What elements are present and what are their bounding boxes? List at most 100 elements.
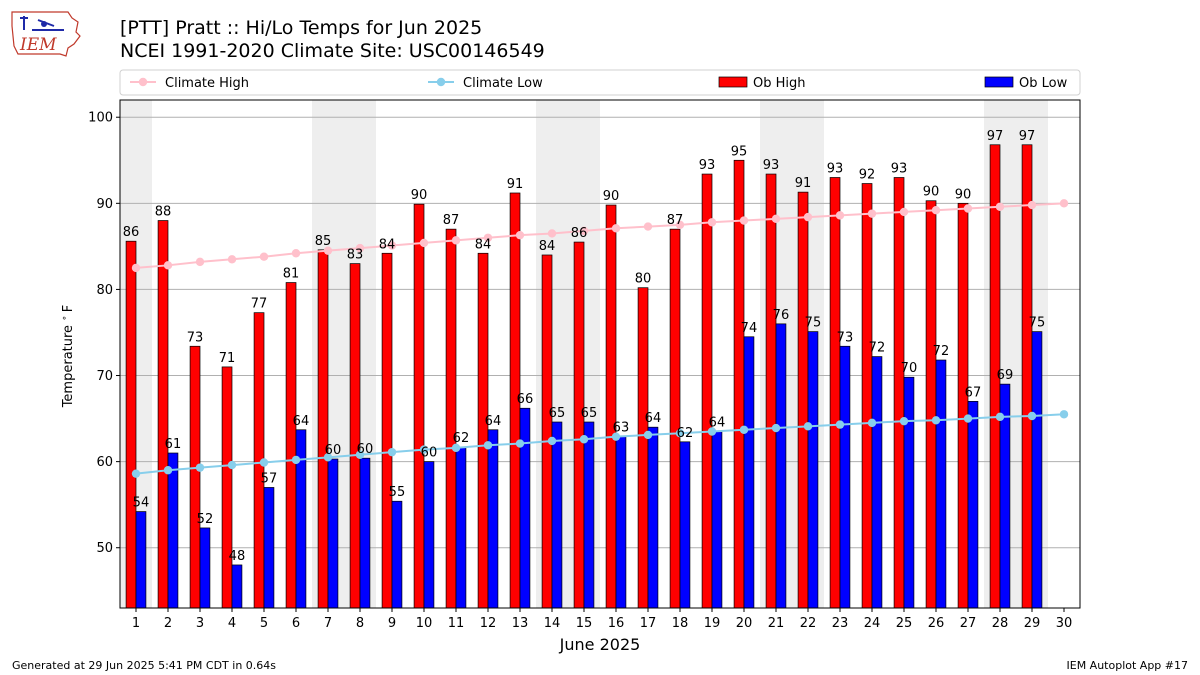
x-tick-label-30: 30 [1056, 616, 1073, 631]
ob-low-bar-day-4 [231, 564, 243, 609]
climate-low-point-day-18 [675, 429, 685, 438]
ob-high-label-day-17: 80 [635, 272, 652, 287]
iem-logo: IEM [11, 11, 81, 57]
climate-high-point-day-14 [547, 229, 557, 238]
plot-frame [119, 99, 1081, 609]
climate-low-point-day-28 [995, 412, 1005, 422]
x-tick-label-11: 11 [448, 616, 465, 631]
x-tick-label-25: 25 [896, 616, 913, 631]
ob-high-bar-day-12 [477, 252, 489, 609]
x-axis-label: June 2025 [559, 635, 641, 654]
ob-low-bar-day-8 [359, 457, 371, 609]
ob-low-label-day-18: 62 [677, 426, 694, 441]
ob-low-bar-day-2 [167, 452, 179, 609]
ob-high-label-day-5: 77 [251, 297, 268, 312]
ob-low-bar-day-25 [903, 376, 915, 609]
legend-label-climate-low: Climate Low [463, 76, 543, 91]
climate-high-point-day-24 [867, 209, 877, 218]
ob-low-label-day-8: 60 [357, 442, 374, 457]
ob-high-bar-day-11 [445, 228, 457, 609]
climate-high-point-day-8 [355, 243, 365, 253]
ob-high-label-day-28: 97 [987, 129, 1004, 144]
x-tick-label-2: 2 [164, 616, 172, 631]
ob-low-label-day-20: 74 [741, 321, 758, 336]
climate-high-point-day-7 [323, 246, 333, 255]
climate-low-point-day-20 [739, 425, 749, 434]
climate-low-point-day-30 [1059, 410, 1069, 419]
ob-high-label-day-6: 81 [283, 267, 300, 282]
x-tick-label-28: 28 [992, 616, 1009, 631]
ob-high-bar-day-17 [637, 287, 649, 609]
ob-high-label-day-18: 87 [667, 213, 684, 228]
ob-high-bar-day-27 [957, 202, 969, 609]
x-tick-label-4: 4 [228, 616, 236, 631]
ob-high-label-day-20: 95 [731, 144, 748, 159]
ob-low-label-day-27: 67 [965, 385, 982, 400]
x-tick-label-5: 5 [260, 616, 268, 631]
ob-high-label-day-24: 92 [859, 168, 876, 183]
x-tick-label-16: 16 [608, 616, 625, 631]
ob-high-label-day-4: 71 [219, 351, 236, 366]
ob-high-label-day-23: 93 [827, 161, 844, 176]
ob-high-bar-day-29 [1021, 144, 1033, 609]
ob-high-bar-day-20 [733, 159, 745, 609]
climate-high-point-day-26 [931, 206, 941, 215]
x-tick-label-24: 24 [864, 616, 881, 631]
climate-high-point-day-30 [1059, 199, 1069, 208]
ob-high-label-day-27: 90 [955, 187, 972, 202]
climate-low-point-day-7 [323, 453, 333, 462]
ob-low-label-day-22: 75 [805, 316, 822, 331]
chart-title-line1: [PTT] Pratt :: Hi/Lo Temps for Jun 2025 [120, 17, 483, 39]
ob-low-label-day-28: 69 [997, 368, 1014, 383]
climate-low-point-day-14 [547, 436, 557, 446]
ob-high-bar-day-15 [573, 241, 585, 609]
x-tick-label-1: 1 [132, 616, 140, 631]
ob-high-bar-day-10 [413, 203, 425, 609]
climate-high-point-day-3 [195, 257, 205, 267]
ob-low-bar-day-10 [423, 461, 435, 609]
ob-low-label-day-26: 72 [933, 344, 950, 359]
climate-high-point-day-28 [995, 202, 1005, 211]
y-tick-label-60: 60 [96, 455, 113, 470]
ob-low-bar-day-13 [519, 407, 531, 609]
ob-low-label-day-5: 57 [261, 471, 278, 486]
x-tick-label-26: 26 [928, 616, 945, 631]
ob-low-label-day-19: 64 [709, 415, 726, 430]
ob-low-bar-day-22 [807, 331, 819, 609]
x-tick-label-7: 7 [324, 616, 332, 631]
x-tick-label-12: 12 [480, 616, 497, 631]
ob-high-label-day-10: 90 [411, 188, 428, 203]
legend-label-ob-high: Ob High [753, 76, 806, 91]
ob-high-label-day-13: 91 [507, 177, 524, 192]
ob-low-bar-day-16 [615, 436, 627, 609]
x-tick-label-27: 27 [960, 616, 977, 631]
climate-low-point-day-9 [387, 447, 397, 457]
climate-low-point-day-17 [643, 430, 653, 440]
x-tick-label-17: 17 [640, 616, 657, 631]
climate-low-point-day-21 [771, 423, 781, 433]
ob-high-bar-day-2 [157, 220, 169, 609]
legend-marker-climate-low [436, 77, 446, 87]
ob-high-label-day-19: 93 [699, 158, 716, 173]
legend: Climate High Climate Low Ob High Ob Low [119, 69, 1081, 96]
climate-high-point-day-29 [1027, 200, 1037, 210]
ob-low-bar-day-18 [679, 441, 691, 609]
climate-low-point-day-19 [707, 427, 717, 436]
climate-low-point-day-22 [803, 422, 813, 431]
climate-high-line [135, 202, 1065, 269]
ob-low-bar-day-1 [135, 511, 147, 609]
ob-low-bar-day-14 [551, 421, 563, 609]
climate-high-point-day-13 [515, 230, 525, 240]
ob-high-label-day-3: 73 [187, 330, 204, 345]
climate-low-point-day-5 [259, 458, 269, 467]
ob-low-bar-day-29 [1031, 331, 1043, 609]
x-tick-label-22: 22 [800, 616, 817, 631]
ob-low-bar-day-21 [775, 323, 787, 609]
climate-low-point-day-8 [355, 450, 365, 459]
x-tick-label-21: 21 [768, 616, 785, 631]
weather-station-dot-icon [41, 21, 47, 27]
climate-high-point-day-27 [963, 204, 973, 213]
ob-high-bar-day-1 [125, 240, 137, 609]
ob-low-bar-day-3 [199, 527, 211, 609]
